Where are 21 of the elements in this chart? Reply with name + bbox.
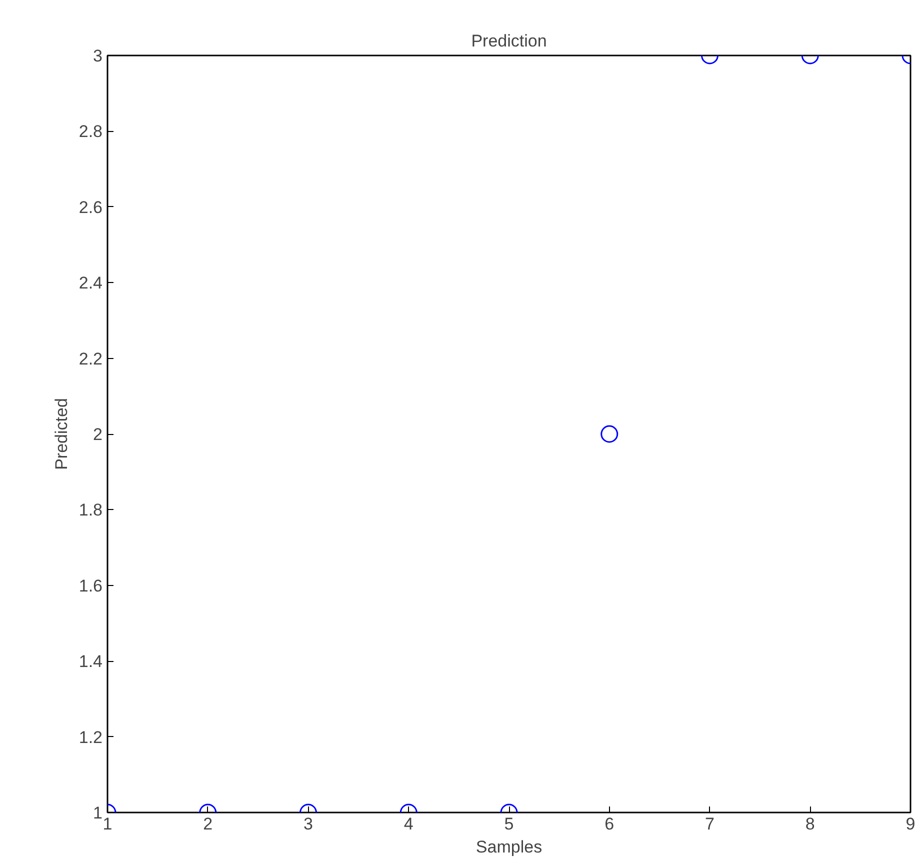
y-tick-label: 2.4 (78, 274, 103, 293)
x-tick-label: 4 (404, 814, 414, 834)
y-tick-label: 2.6 (78, 198, 103, 217)
y-tick-label: 2 (93, 425, 103, 444)
chart-title: Prediction (471, 32, 547, 50)
y-tick-label: 1.8 (78, 500, 103, 520)
y-tick-label: 3 (93, 46, 103, 66)
x-tick-label: 8 (805, 814, 815, 834)
x-tick-label: 3 (304, 814, 313, 834)
x-tick-label: 2 (203, 814, 213, 834)
y-tick-label: 2.2 (78, 349, 103, 368)
x-tick-label: 5 (504, 814, 514, 834)
y-axis-title: Predicted (52, 398, 71, 470)
y-tick-label: 2.8 (78, 122, 103, 142)
x-tick-label: 6 (604, 814, 614, 834)
x-axis-title: Samples (476, 838, 542, 856)
y-tick-label: 1.6 (78, 576, 103, 596)
x-tick-label: 7 (705, 814, 714, 834)
x-tick-label: 9 (906, 814, 916, 834)
y-tick-label: 1.4 (78, 652, 103, 672)
y-tick-label: 1.2 (78, 728, 103, 747)
